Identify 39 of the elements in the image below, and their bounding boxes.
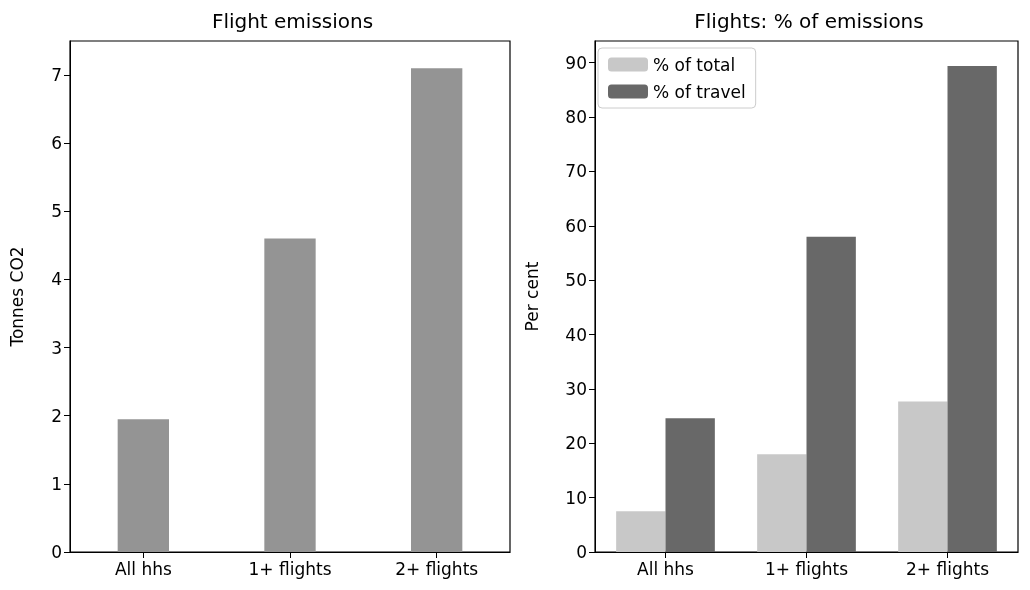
legend-label: % of total	[653, 54, 736, 75]
bar	[757, 454, 807, 552]
y-tick-label: 80	[565, 107, 587, 128]
bar	[264, 238, 316, 552]
bar	[616, 511, 666, 552]
x-tick-label: All hhs	[114, 558, 172, 579]
bar	[947, 66, 997, 552]
x-tick-label: 2+ flights	[906, 558, 990, 579]
bar	[411, 68, 463, 552]
y-tick-label: 90	[565, 52, 587, 73]
y-tick-label: 60	[565, 215, 587, 236]
y-tick-label: 5	[51, 201, 62, 222]
x-tick-label: 1+ flights	[765, 558, 849, 579]
legend-label: % of travel	[653, 81, 746, 102]
y-tick-label: 0	[576, 542, 587, 562]
bar	[898, 401, 948, 552]
y-tick-label: 4	[51, 269, 62, 290]
y-axis-title: Per cent	[521, 261, 542, 332]
y-tick-label: 50	[565, 270, 587, 291]
y-tick-label: 1	[51, 473, 62, 494]
y-axis-title: Tonnes CO2	[6, 246, 27, 348]
y-tick-label: 70	[565, 161, 587, 182]
y-tick-label: 40	[565, 324, 587, 345]
bar	[806, 236, 856, 552]
y-tick-label: 30	[565, 378, 587, 399]
y-tick-label: 2	[51, 405, 62, 426]
bar	[117, 419, 169, 552]
x-tick-label: All hhs	[637, 558, 695, 579]
y-tick-label: 0	[51, 542, 62, 562]
x-tick-label: 1+ flights	[248, 558, 332, 579]
y-tick-label: 7	[51, 65, 62, 86]
x-tick-label: 2+ flights	[395, 558, 479, 579]
y-tick-label: 6	[51, 133, 62, 154]
bar	[665, 418, 715, 552]
y-tick-label: 10	[565, 487, 587, 508]
y-tick-label: 3	[51, 337, 62, 358]
chart-title: Flights: % of emissions	[694, 9, 924, 33]
y-tick-label: 20	[565, 433, 587, 454]
chart-title: Flight emissions	[211, 9, 374, 33]
